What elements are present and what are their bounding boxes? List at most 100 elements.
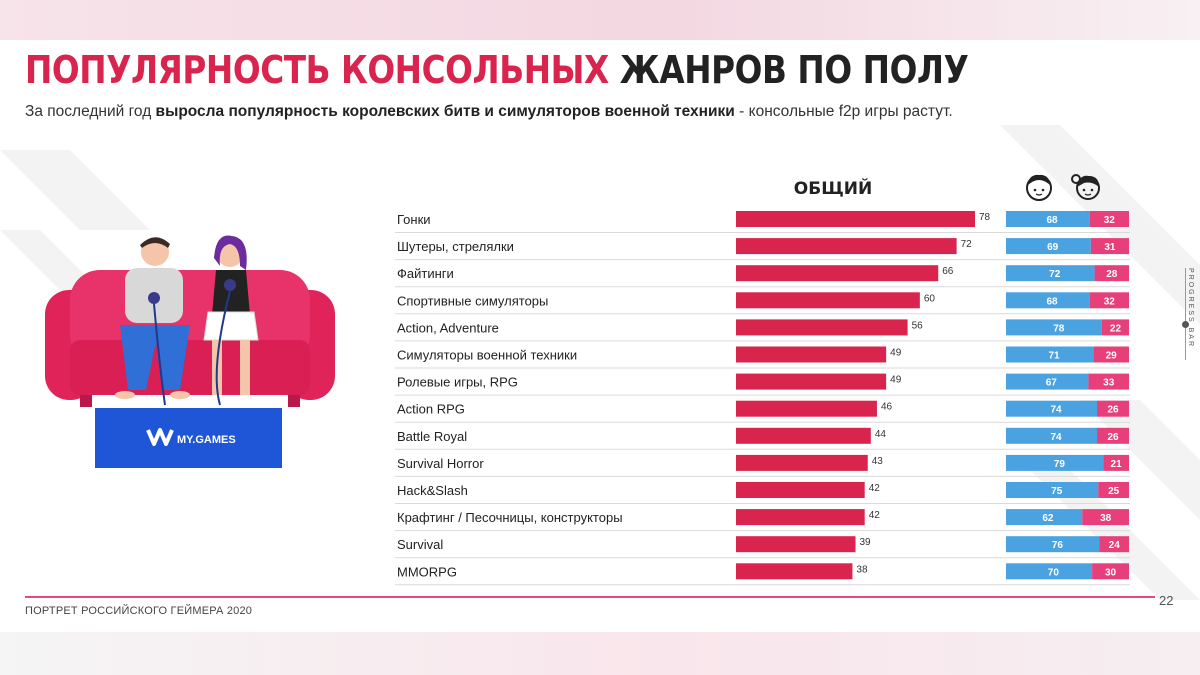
male-share-label: 74 [1050,432,1062,443]
category-label: Survival Horror [397,456,484,471]
footer-divider [25,596,1155,598]
male-share-label: 75 [1051,486,1063,497]
female-share-label: 21 [1111,459,1123,470]
total-value-label: 78 [979,212,991,223]
male-share-bar [1006,346,1094,363]
female-share-bar [1089,292,1129,309]
category-label: MMORPG [397,564,457,579]
female-share-bar [1097,427,1129,444]
total-bar [736,292,920,309]
male-share-label: 68 [1046,296,1058,307]
male-share-label: 72 [1049,269,1061,280]
female-share-bar [1092,563,1129,580]
total-bar [736,509,865,526]
female-share-bar [1088,373,1129,390]
female-share-bar [1099,536,1129,553]
total-bar [736,238,957,255]
category-label: Спортивные симуляторы [397,293,548,308]
male-share-label: 74 [1050,405,1062,416]
female-share-bar [1089,211,1129,227]
category-label: Крафтинг / Песочницы, конструкторы [397,510,623,525]
male-share-bar [1006,292,1090,309]
mygames-logo-text: MY.GAMES [177,434,236,446]
subtitle-highlight: выросла популярность королевских битв и … [155,103,735,120]
male-share-label: 67 [1046,378,1058,389]
male-share-bar [1006,211,1090,227]
page-title: ПОПУЛЯРНОСТЬ КОНСОЛЬНЫХ ЖАНРОВ ПО ПОЛУ [25,47,969,93]
female-share-label: 22 [1110,323,1122,334]
title-accent: ПОПУЛЯРНОСТЬ КОНСОЛЬНЫХ [25,48,609,92]
subtitle-outro: - консольные f2p игры растут. [734,103,953,120]
male-share-label: 71 [1048,351,1060,362]
category-label: Action RPG [397,402,465,417]
male-share-label: 79 [1054,459,1066,470]
total-bar [736,346,887,363]
male-share-label: 76 [1052,540,1064,551]
mygames-box: MY.GAMES [95,408,282,468]
total-value-label: 60 [924,293,936,304]
total-value-label: 42 [869,510,881,521]
bottom-decor-band [0,632,1200,675]
male-share-label: 62 [1042,513,1054,524]
female-share-bar [1094,265,1129,282]
male-share-bar [1006,509,1083,526]
female-share-label: 25 [1108,486,1120,497]
total-value-label: 42 [869,483,881,494]
male-share-bar [1006,238,1091,255]
subtitle-intro: За последний год [25,103,156,120]
top-decor-band [0,0,1200,40]
total-value-label: 39 [860,537,872,548]
total-value-label: 38 [856,564,868,575]
total-value-label: 72 [961,239,973,250]
male-share-bar [1006,400,1098,417]
footer-text: ПОРТРЕТ РОССИЙСКОГО ГЕЙМЕРА 2020 [25,605,253,617]
page-number: 22 [1159,593,1174,608]
total-bar [736,482,865,498]
male-share-bar [1006,427,1098,444]
male-share-bar [1006,265,1095,282]
category-label: Файтинги [397,266,454,281]
total-value-label: 66 [942,266,954,277]
category-label: Battle Royal [397,429,467,444]
total-value-label: 46 [881,402,893,413]
total-bar [736,319,908,336]
category-label: Шутеры, стрелялки [397,239,514,254]
total-bar [736,427,871,444]
subtitle: За последний год выросла популярность ко… [25,103,953,121]
total-bar [736,373,887,390]
total-bar [736,211,975,227]
progress-label: PROGRESS BAR [1187,268,1194,349]
female-share-bar [1101,319,1129,336]
female-share-bar [1103,454,1129,471]
female-share-label: 26 [1107,432,1119,443]
male-share-label: 70 [1048,567,1060,578]
female-share-label: 38 [1100,513,1112,524]
male-share-label: 68 [1046,215,1058,226]
male-share-bar [1006,454,1104,471]
total-header: ОБЩИЙ [794,177,872,199]
male-share-bar [1006,373,1089,390]
female-share-bar [1090,238,1129,255]
total-value-label: 49 [890,375,902,386]
male-share-bar [1006,536,1100,553]
category-label: Ролевые игры, RPG [397,375,518,390]
female-share-label: 30 [1105,567,1117,578]
category-label: Survival [397,537,443,552]
female-share-label: 29 [1106,351,1118,362]
female-share-bar [1098,482,1129,498]
female-face-icon [1071,174,1100,200]
title-rest: ЖАНРОВ ПО ПОЛУ [619,48,969,92]
progress-knob [1182,321,1189,328]
female-share-label: 32 [1104,296,1116,307]
female-share-label: 24 [1109,540,1121,551]
category-label: Action, Adventure [397,320,499,335]
total-bar [736,536,856,553]
progress-bar: PROGRESS BAR [1172,268,1200,360]
female-share-label: 32 [1104,215,1116,226]
total-value-label: 43 [872,456,884,467]
total-bar [736,265,939,282]
male-share-bar [1006,563,1093,580]
male-share-label: 78 [1053,323,1065,334]
gamer-man [115,237,190,399]
